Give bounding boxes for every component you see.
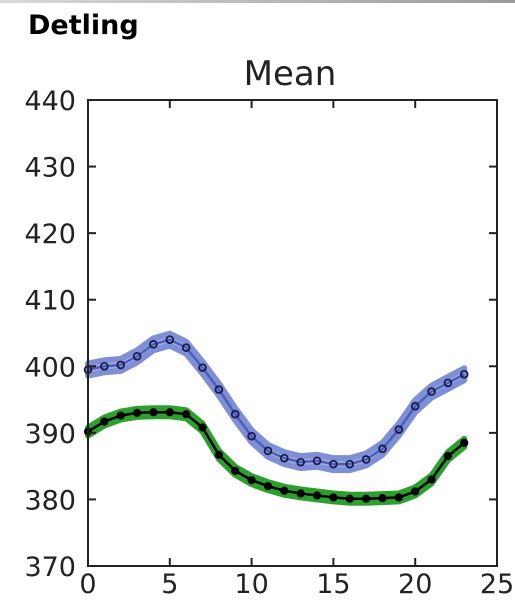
x-tick-label: 5 (161, 569, 178, 600)
series-1-point (345, 459, 355, 469)
series-1-point (443, 378, 453, 388)
series-1-point (230, 409, 240, 419)
series-1-point (100, 361, 109, 371)
x-tick-label: 25 (480, 569, 514, 600)
series-2-point (362, 494, 371, 503)
series-2-point (378, 493, 387, 503)
y-tick-label: 380 (24, 485, 76, 516)
y-tick-label: 420 (24, 219, 76, 250)
x-tick-label: 10 (234, 569, 268, 600)
series-2-point (443, 452, 453, 461)
series-2-point (460, 438, 469, 447)
y-tick-label: 370 (24, 552, 76, 583)
series-2-point (116, 411, 125, 420)
series-1-point (427, 387, 436, 396)
series-2-point (132, 408, 142, 417)
series-1-point (459, 369, 469, 379)
series-1-point (165, 335, 175, 344)
series-1-point (312, 456, 322, 466)
series-2-point (394, 493, 403, 502)
series-1-point (280, 453, 289, 463)
series-2-point (214, 450, 223, 459)
series-1-band (85, 330, 468, 474)
chart-title: Mean (244, 54, 337, 94)
panel-label: Detling (28, 10, 139, 41)
series-2-point (345, 494, 354, 503)
series-2-point (312, 491, 322, 500)
series-1-point (214, 385, 224, 394)
series-2-point (231, 466, 240, 475)
series-2-point (198, 423, 207, 432)
series-2-point (263, 482, 273, 491)
series-2-point (100, 417, 109, 426)
series-1-point (247, 431, 256, 441)
series-1-point (116, 360, 126, 370)
series-2-point (329, 493, 338, 502)
y-tick-label: 400 (24, 352, 76, 383)
y-tick-label: 410 (24, 286, 76, 317)
series-1-point (394, 425, 404, 434)
series-2-point (280, 486, 289, 495)
series-1-point (149, 340, 158, 349)
series-1-point (296, 457, 305, 467)
series-1-point (132, 351, 142, 361)
series-2-point (411, 487, 420, 496)
series-1-point (198, 363, 207, 372)
x-tick-label: 20 (398, 569, 432, 600)
series-1-point (329, 459, 338, 469)
series-1-point (378, 444, 387, 454)
top-divider (0, 0, 515, 3)
y-tick-label: 390 (24, 419, 76, 450)
series-1-point (410, 401, 420, 411)
plot-frame (87, 99, 498, 567)
series-2-point (247, 476, 256, 485)
series-1-point (263, 446, 273, 456)
series-2-point (165, 408, 174, 417)
series-1-point (361, 455, 371, 464)
series-2-point (182, 410, 191, 419)
x-tick-label: 15 (316, 569, 350, 600)
series-2-point (427, 475, 436, 484)
y-tick-label: 430 (24, 153, 76, 184)
series-1-point (181, 343, 191, 352)
series-2-point (149, 408, 158, 417)
y-tick-label: 440 (24, 86, 76, 117)
x-tick-label: 0 (79, 569, 96, 600)
series-2-point (296, 489, 305, 498)
